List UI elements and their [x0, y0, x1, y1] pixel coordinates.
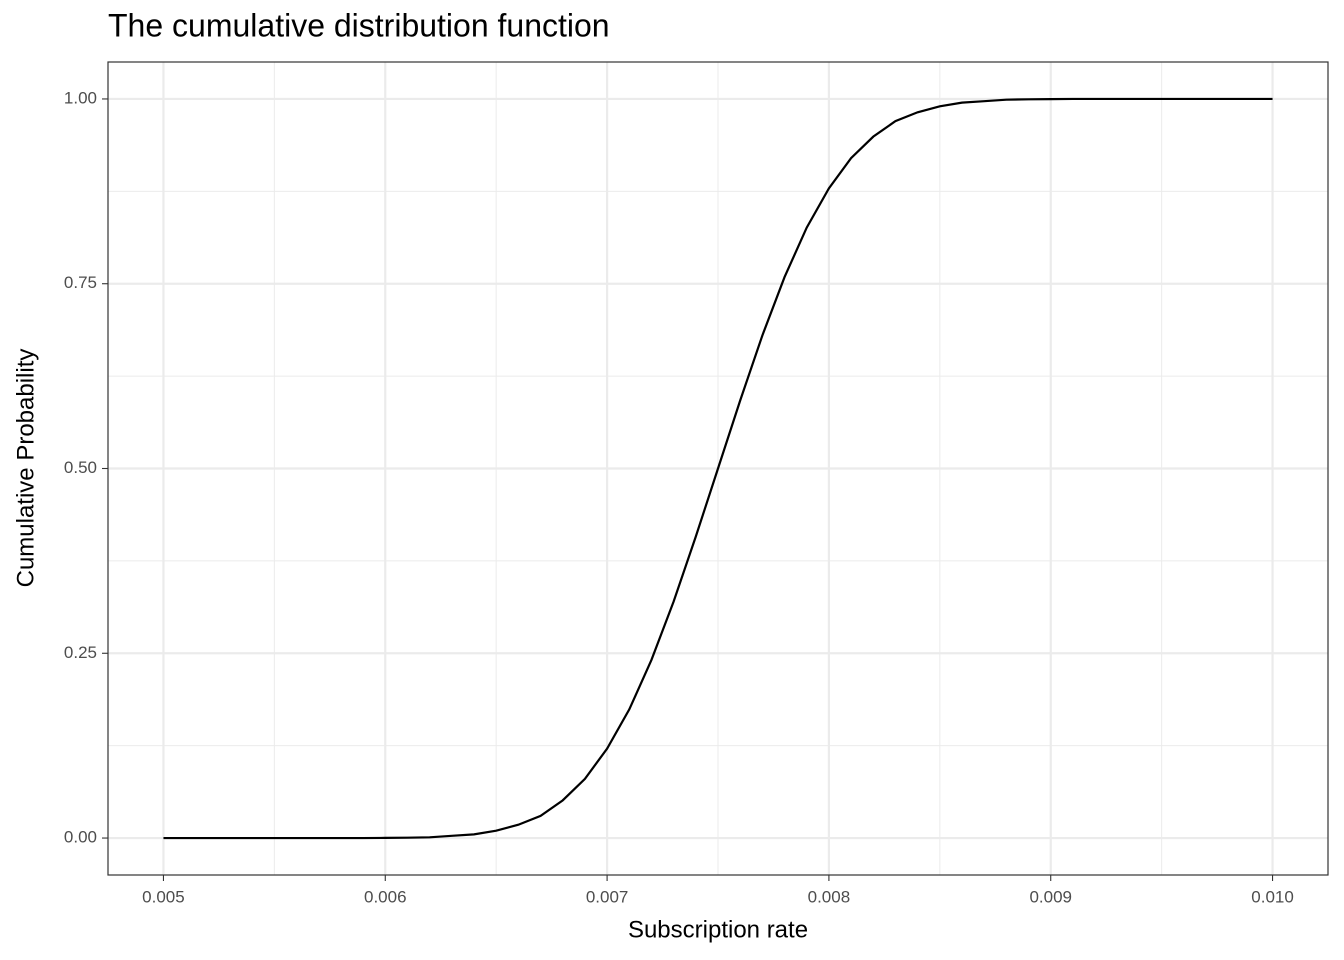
- y-tick-label: 0.25: [64, 643, 97, 662]
- x-axis-title: Subscription rate: [628, 916, 808, 943]
- chart-title: The cumulative distribution function: [108, 7, 610, 43]
- x-tick-label: 0.007: [586, 887, 629, 906]
- y-tick-label: 1.00: [64, 88, 97, 107]
- series-line: [163, 97, 1273, 840]
- y-tick-label: 0.50: [64, 458, 97, 477]
- y-tick-label: 0.00: [64, 828, 97, 847]
- x-tick-label: 0.006: [364, 887, 407, 906]
- panel-border: [107, 61, 1329, 876]
- y-tick-label: 0.75: [64, 273, 97, 292]
- x-tick-label: 0.009: [1029, 887, 1072, 906]
- x-tick-label: 0.008: [808, 887, 851, 906]
- x-tick-label: 0.005: [142, 887, 185, 906]
- y-axis-title: Cumulative Probability: [12, 349, 39, 588]
- x-tick-label: 0.010: [1251, 887, 1294, 906]
